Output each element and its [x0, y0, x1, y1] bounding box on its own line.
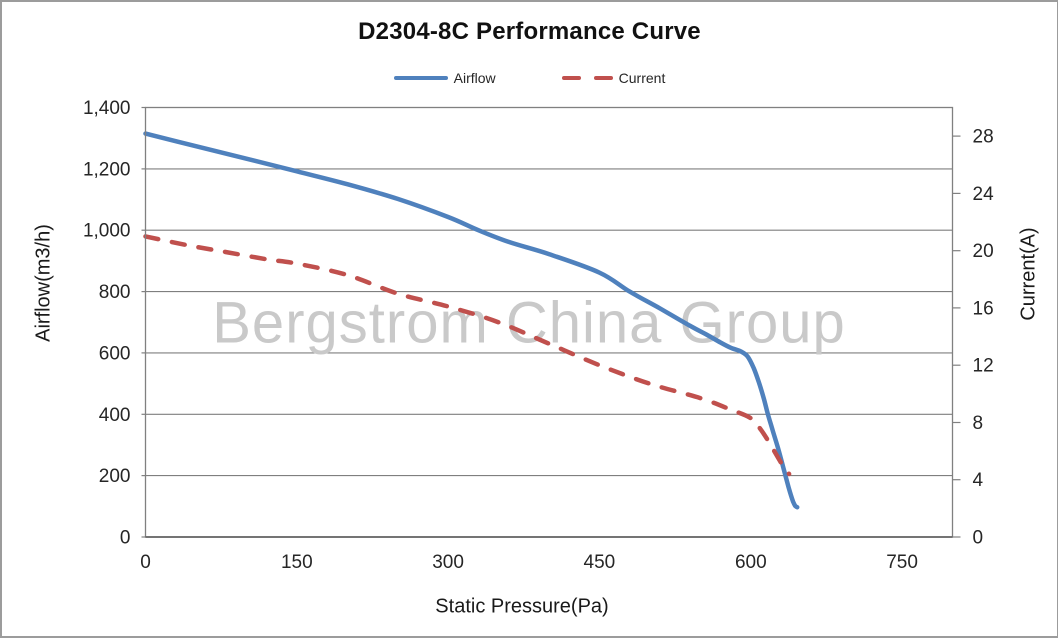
- y-right-tick-label: 8: [973, 413, 984, 434]
- y-left-tick-label: 0: [120, 528, 131, 549]
- x-tick-label: 600: [735, 552, 767, 573]
- legend: Airflow Current: [2, 70, 1057, 86]
- x-tick-label: 450: [584, 552, 616, 573]
- y-right-tick-label: 12: [973, 356, 994, 377]
- legend-item-airflow: Airflow: [393, 70, 496, 86]
- series-current: [143, 234, 792, 477]
- y-left-tick-label: 400: [99, 405, 131, 426]
- y-right-tick-label: 0: [973, 528, 984, 549]
- chart-title: D2304-8C Performance Curve: [358, 18, 701, 45]
- y-right-tick-label: 20: [973, 241, 994, 262]
- series-airflow: [143, 131, 800, 510]
- legend-label-airflow: Airflow: [453, 70, 496, 86]
- y-right-tick-label: 28: [973, 127, 994, 148]
- y-left-tick-label: 1,000: [83, 221, 131, 242]
- y-left-tick-label: 600: [99, 343, 131, 364]
- y-right-tick-label: 24: [973, 184, 995, 205]
- watermark: Bergstrom China Group: [212, 291, 845, 356]
- legend-label-current: Current: [618, 70, 666, 86]
- y-left-tick-label: 200: [99, 466, 131, 487]
- y-right-tick-label: 4: [973, 470, 984, 491]
- x-tick-label: 150: [281, 552, 313, 573]
- airflow-line-swatch-icon: [393, 75, 448, 81]
- y-left-tick-label: 1,400: [83, 98, 131, 119]
- y-right-tick-label: 16: [973, 298, 994, 319]
- legend-item-current: Current: [561, 70, 666, 86]
- x-tick-label: 0: [140, 552, 151, 573]
- x-tick-label: 750: [886, 552, 918, 573]
- y-left-tick-label: 1,200: [83, 159, 131, 180]
- x-tick-label: 300: [432, 552, 464, 573]
- y-left-tick-label: 800: [99, 282, 131, 303]
- current-dash-swatch-icon: [561, 75, 613, 81]
- x-axis-title: Static Pressure(Pa): [435, 595, 609, 618]
